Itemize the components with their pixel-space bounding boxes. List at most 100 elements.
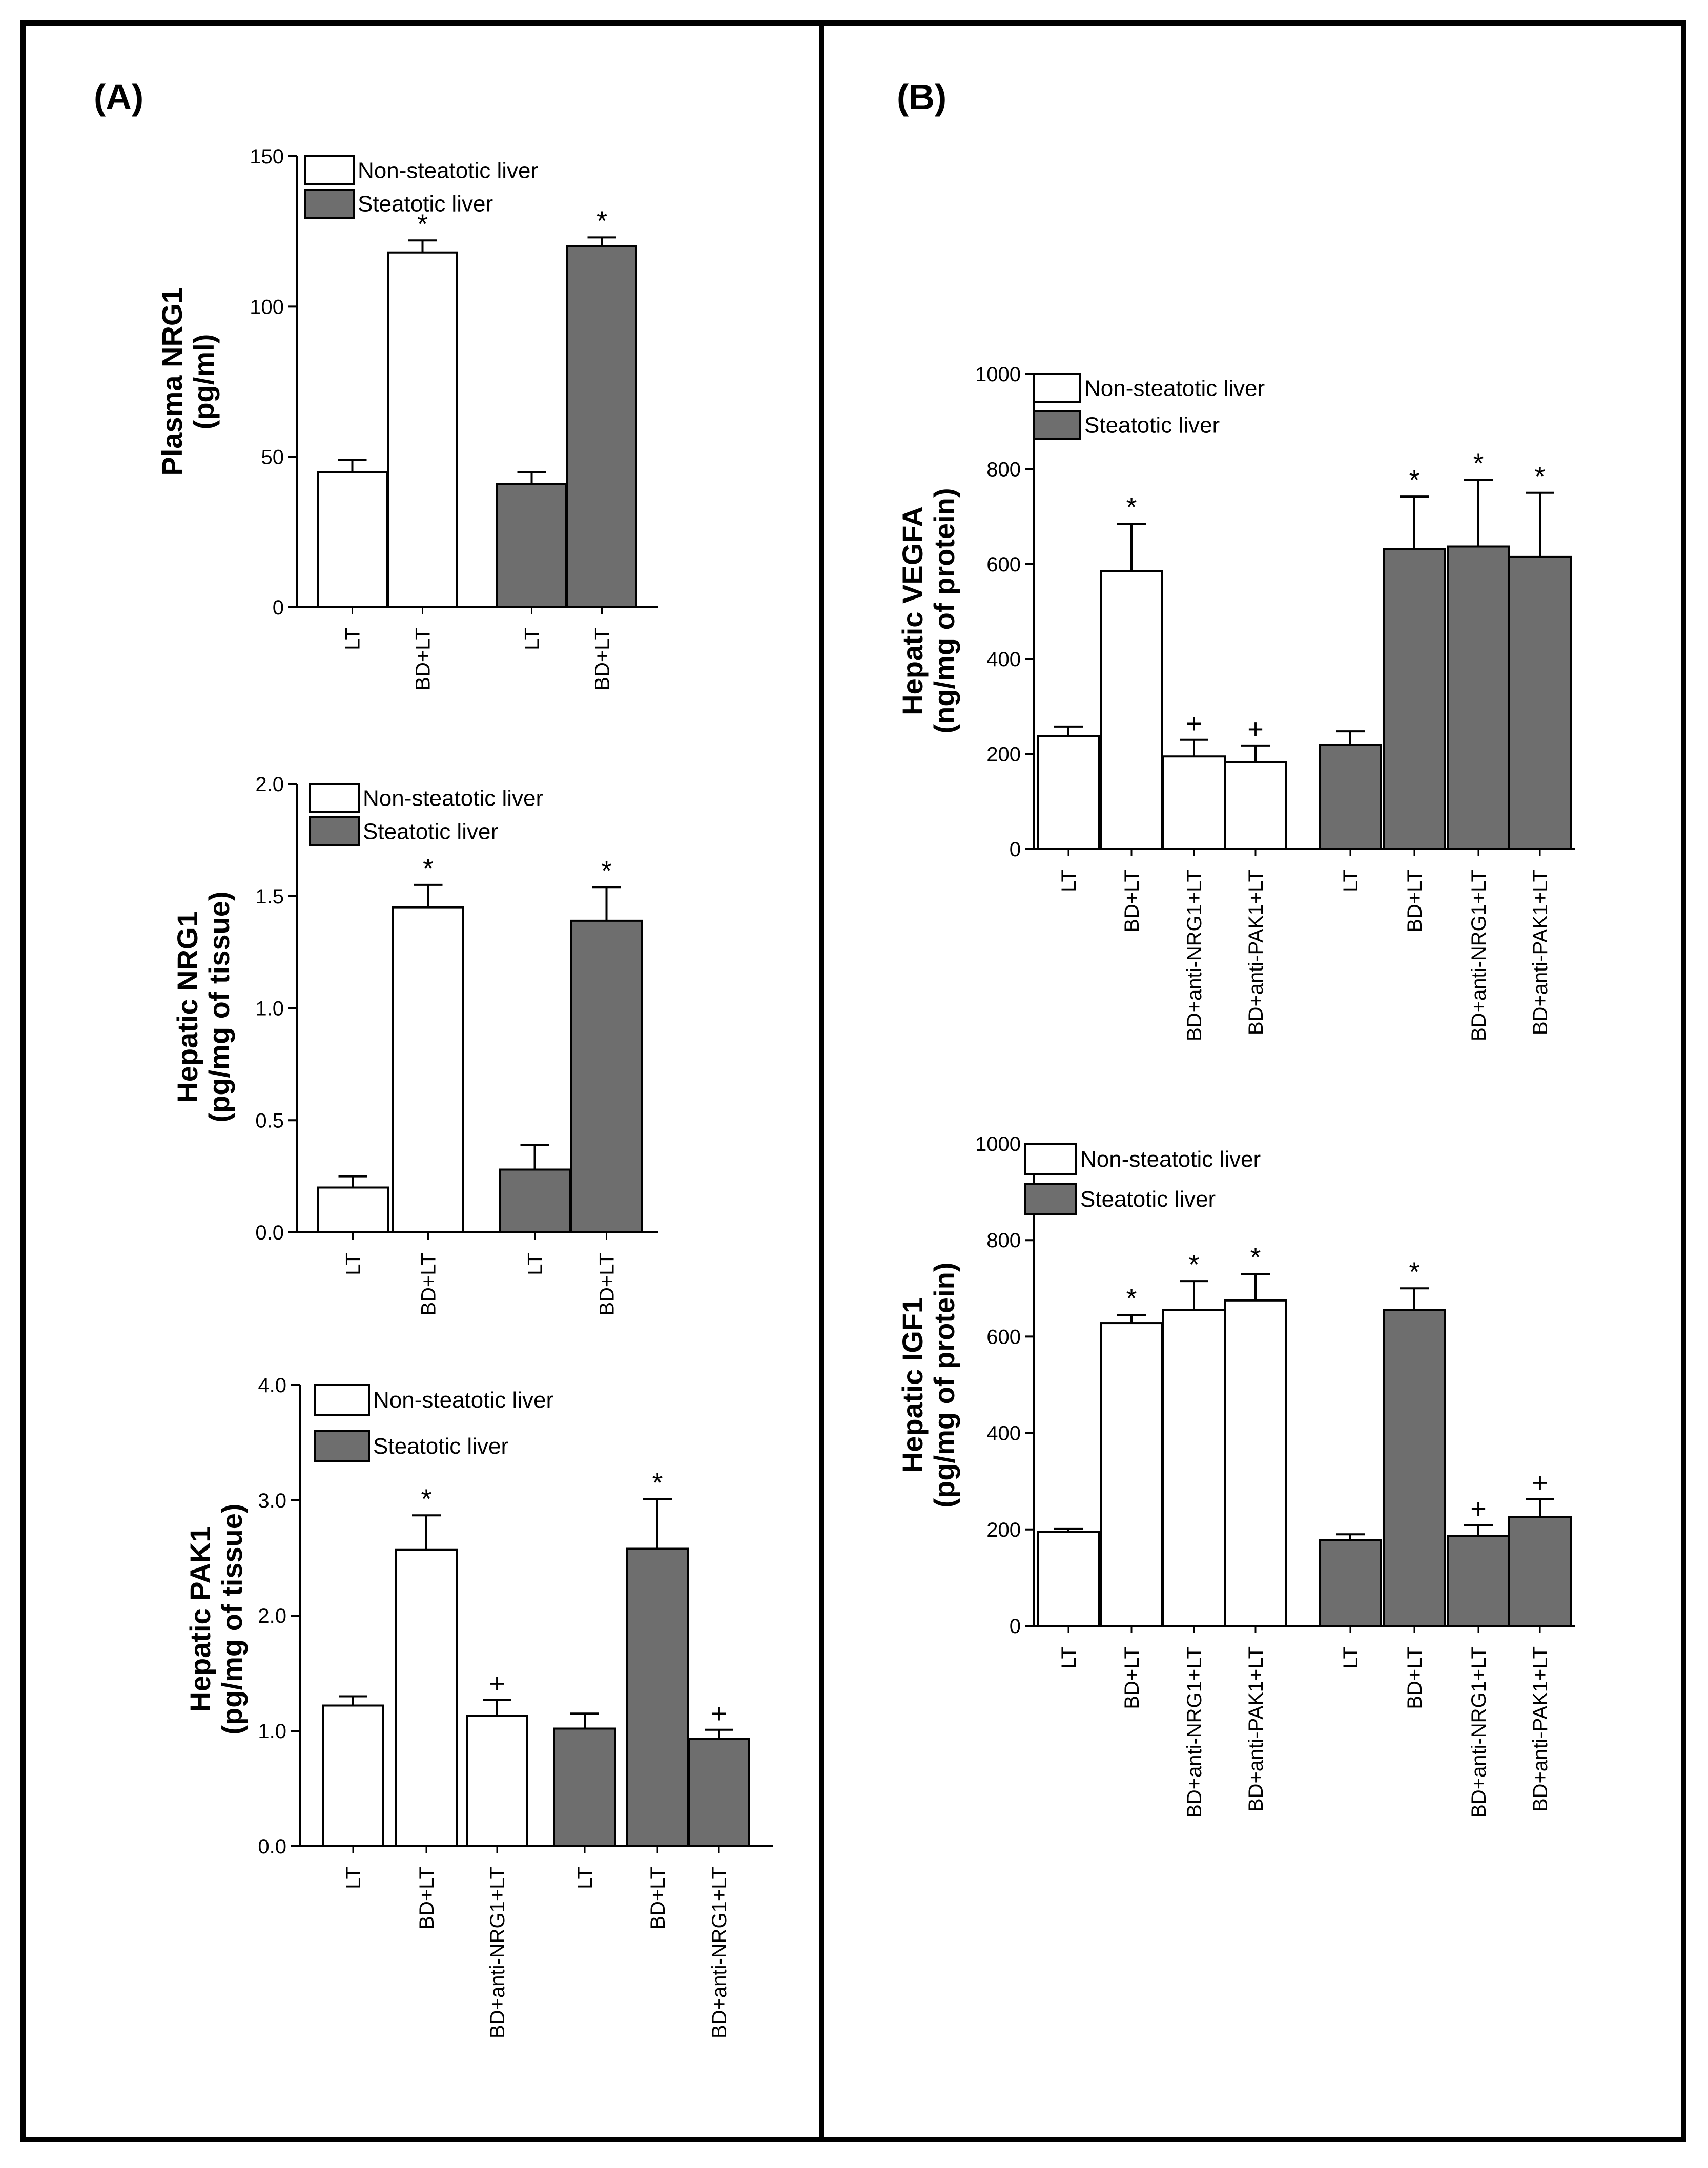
y-axis-title-line: (pg/mg of tissue) [216,1503,248,1735]
legend-label-steatotic: Steatotic liver [1084,413,1220,438]
y-axis-title: Hepatic IGF1(pg/mg of protein) [896,1262,960,1508]
significance-mark: * [596,205,607,236]
y-tick-label: 1.5 [255,885,284,908]
panel-label-b: (B) [897,77,946,117]
significance-mark: * [1534,461,1545,492]
y-tick-label: 400 [986,1422,1021,1445]
legend-label-steatotic: Steatotic liver [363,819,498,844]
legend-swatch-non-steatotic [309,783,360,813]
category-label: BD+anti-PAK1+LT [1529,1646,1552,1812]
significance-mark: + [711,1698,727,1729]
chart-hepatic-igf1: 0 200 400 600 800 1000 LT * BD+LT * BD+anti-NRG1+L… [896,1133,1575,1818]
significance-mark: * [652,1468,663,1498]
y-tick-label: 800 [986,458,1021,481]
bar [1224,1299,1287,1627]
y-tick-label: 100 [250,296,284,318]
y-tick-label: 800 [986,1229,1021,1252]
bar [395,1548,458,1847]
category-label: BD+LT [412,628,435,691]
bar [1037,735,1100,851]
bar [1508,1516,1572,1627]
outer-frame [20,20,1686,2142]
category-label: BD+LT [1404,1646,1426,1709]
bar [1447,545,1510,850]
category-label: LT [342,1867,365,1889]
bar [1037,1531,1100,1627]
y-axis-title-line: (pg/ml) [188,334,220,430]
significance-mark: * [1250,1242,1261,1273]
y-tick-label: 1.0 [255,998,284,1020]
y-axis-title-line: Hepatic IGF1 [896,1297,929,1473]
y-axis-title: Hepatic NRG1(pg/mg of tissue) [171,891,235,1122]
y-tick-label: 0 [1010,838,1021,861]
y-tick-label: 1.0 [258,1720,286,1743]
legend-label-steatotic: Steatotic liver [358,192,493,217]
y-tick-label: 2.0 [258,1605,286,1627]
bar [1162,755,1226,850]
charts: 0 50 100 150 LT * BD+LT LT * BD+LT Non-steatotic l… [156,146,1575,2038]
legend: Non-steatotic liver Steatotic liver [1024,1143,1261,1215]
category-label: LT [342,628,364,650]
significance-mark: * [1473,448,1484,479]
legend: Non-steatotic liver Steatotic liver [314,1384,553,1462]
category-label: LT [342,1253,365,1275]
legend-swatch-steatotic [309,816,360,846]
category-label: BD+anti-PAK1+LT [1529,870,1552,1035]
category-label: LT [521,628,544,650]
category-label: BD+LT [647,1867,669,1930]
y-axis-title-line: Plasma NRG1 [156,287,188,476]
chart-hepatic-nrg1: 0.0 0.5 1.0 1.5 2.0 LT * BD+LT LT * BD+LT Non-steat… [171,773,658,1316]
legend-swatch-non-steatotic [314,1384,370,1416]
category-label: BD+anti-NRG1+LT [486,1867,509,2038]
y-tick-label: 200 [986,1519,1021,1541]
significance-mark: + [1532,1468,1548,1498]
bar [317,471,388,608]
bar [1447,1535,1510,1627]
significance-mark: + [1247,714,1264,745]
bar [1100,1322,1163,1627]
legend: Non-steatotic liver Steatotic liver [304,155,538,219]
legend: Non-steatotic liver Steatotic liver [309,783,543,846]
y-tick-label: 600 [986,553,1021,576]
y-tick-label: 50 [261,446,284,469]
legend-label-non-steatotic: Non-steatotic liver [358,158,538,183]
bar [553,1727,616,1847]
bar [496,483,567,609]
y-axis-title-line: (ng/mg of protein) [928,488,960,733]
legend-swatch-non-steatotic [1024,1143,1077,1175]
y-tick-label: 200 [986,744,1021,766]
y-tick-label: 0 [1010,1615,1021,1638]
category-label: BD+anti-PAK1+LT [1245,870,1267,1035]
category-label: BD+LT [591,628,614,691]
category-label: BD+LT [416,1867,438,1930]
category-label: BD+anti-NRG1+LT [1183,870,1206,1041]
y-tick-label: 150 [250,146,284,168]
legend-swatch-non-steatotic [1033,373,1081,403]
chart-plasma-nrg1: 0 50 100 150 LT * BD+LT LT * BD+LT Non-steatotic l… [156,146,658,691]
category-label: BD+LT [1121,1646,1143,1709]
y-tick-label: 4.0 [258,1374,286,1397]
bar [392,906,464,1233]
category-label: BD+anti-NRG1+LT [708,1867,731,2038]
legend-swatch-steatotic [314,1430,370,1462]
y-axis-title: Hepatic PAK1(pg/mg of tissue) [184,1503,248,1735]
significance-mark: * [1126,1283,1137,1314]
bar [626,1547,689,1847]
bar [1100,570,1163,850]
y-tick-label: 1000 [975,1133,1021,1155]
bar [317,1186,389,1233]
bar [570,919,643,1233]
legend-label-non-steatotic: Non-steatotic liver [363,786,543,811]
category-label: BD+anti-PAK1+LT [1245,1646,1267,1812]
category-label: BD+anti-NRG1+LT [1468,1646,1490,1818]
y-tick-label: 0.0 [258,1835,286,1858]
significance-mark: * [1126,492,1137,523]
y-axis-title-line: Hepatic NRG1 [171,911,203,1102]
bar [322,1704,384,1847]
bar [1224,761,1287,851]
significance-mark: * [417,209,428,239]
bar [1508,555,1572,850]
legend-label-steatotic: Steatotic liver [1080,1187,1216,1212]
chart-hepatic-vegfa: 0 200 400 600 800 1000 LT * BD+LT + BD+anti-NRG1+L… [896,363,1575,1041]
significance-mark: + [489,1668,505,1699]
